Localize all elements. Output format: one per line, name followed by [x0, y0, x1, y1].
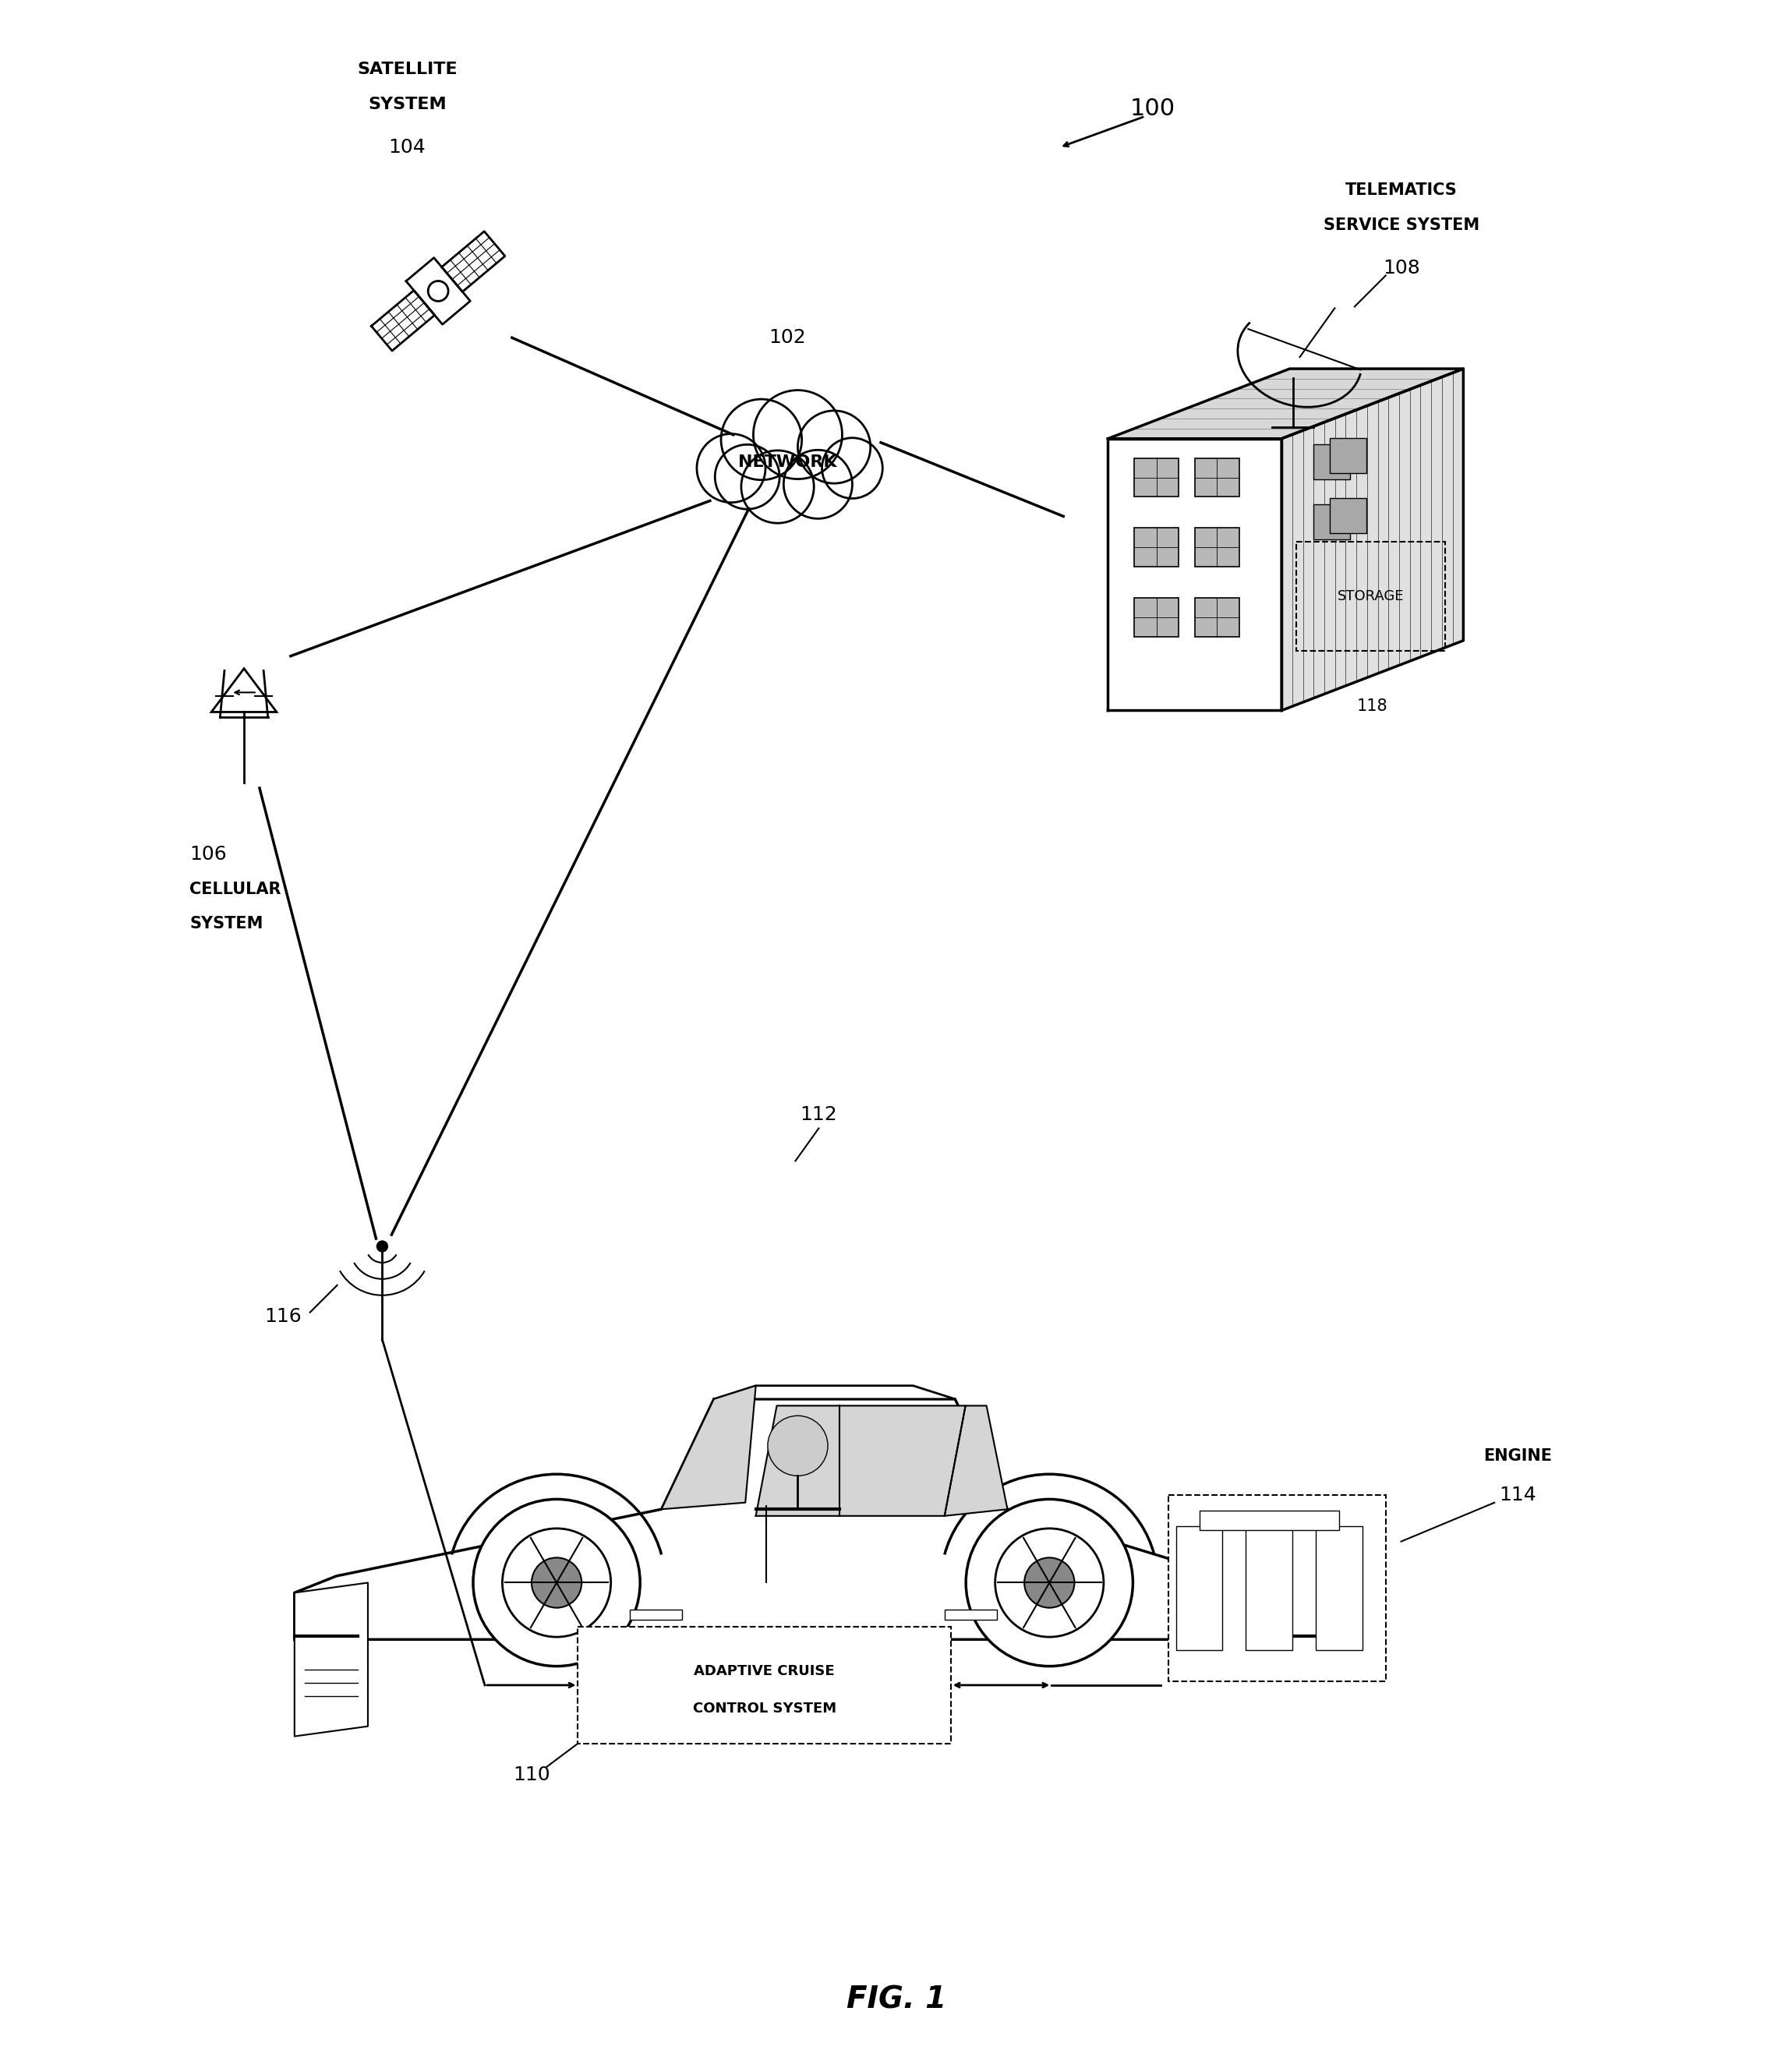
Bar	[1176, 1525, 1222, 1650]
Circle shape	[532, 1558, 582, 1607]
Bar	[1134, 457, 1179, 496]
Text: ENGINE: ENGINE	[1484, 1447, 1552, 1464]
Polygon shape	[371, 291, 435, 351]
Bar	[944, 1609, 996, 1620]
Text: CONTROL SYSTEM: CONTROL SYSTEM	[692, 1702, 837, 1716]
Text: SYSTEM: SYSTEM	[190, 916, 263, 933]
Text: 106: 106	[190, 845, 228, 863]
Text: SATELLITE: SATELLITE	[357, 61, 457, 78]
Circle shape	[966, 1499, 1133, 1667]
Circle shape	[797, 410, 871, 484]
Bar	[711, 461, 864, 492]
Polygon shape	[1107, 439, 1281, 711]
Bar	[1330, 439, 1366, 474]
Text: 110: 110	[513, 1765, 550, 1784]
Circle shape	[995, 1529, 1104, 1638]
Circle shape	[428, 281, 448, 301]
Bar	[1134, 599, 1179, 638]
Bar	[1195, 529, 1240, 566]
Bar	[1245, 1525, 1292, 1650]
Text: 114: 114	[1500, 1486, 1536, 1505]
Text: 116: 116	[263, 1308, 301, 1326]
Text: SERVICE SYSTEM: SERVICE SYSTEM	[1322, 217, 1478, 234]
Text: CELLULAR: CELLULAR	[190, 882, 281, 898]
Bar	[631, 1609, 683, 1620]
Bar	[1195, 457, 1240, 496]
Circle shape	[753, 390, 842, 480]
Text: FIG. 1: FIG. 1	[846, 1984, 946, 2015]
Circle shape	[823, 439, 883, 498]
Polygon shape	[294, 1398, 1322, 1640]
Polygon shape	[1281, 369, 1464, 711]
Circle shape	[502, 1529, 611, 1638]
Bar	[1315, 1525, 1362, 1650]
Circle shape	[376, 1240, 387, 1253]
Circle shape	[767, 1417, 828, 1476]
Bar	[1314, 504, 1349, 539]
Bar	[1296, 541, 1444, 650]
Circle shape	[473, 1499, 640, 1667]
Text: TELEMATICS: TELEMATICS	[1346, 182, 1457, 199]
Text: 104: 104	[389, 137, 426, 156]
Text: 108: 108	[1383, 258, 1419, 277]
Polygon shape	[294, 1583, 367, 1736]
Polygon shape	[441, 232, 505, 291]
Polygon shape	[661, 1386, 756, 1509]
Text: NETWORK: NETWORK	[738, 455, 837, 469]
Polygon shape	[407, 258, 470, 324]
Text: 100: 100	[1131, 96, 1176, 119]
Bar	[1195, 599, 1240, 638]
Circle shape	[697, 435, 765, 502]
Circle shape	[720, 400, 801, 480]
Text: ADAPTIVE CRUISE: ADAPTIVE CRUISE	[694, 1665, 835, 1679]
Circle shape	[742, 451, 814, 523]
Polygon shape	[756, 1406, 966, 1515]
Circle shape	[715, 445, 780, 508]
Polygon shape	[944, 1406, 1007, 1515]
Polygon shape	[1107, 369, 1464, 439]
Circle shape	[1025, 1558, 1075, 1607]
Bar	[579, 1628, 952, 1742]
Polygon shape	[713, 1386, 955, 1398]
Bar	[1330, 498, 1366, 533]
Bar	[1314, 445, 1349, 480]
Bar	[1168, 1494, 1385, 1681]
Text: 118: 118	[1357, 699, 1389, 713]
Bar	[1199, 1511, 1339, 1529]
Bar	[1134, 529, 1179, 566]
Text: 112: 112	[799, 1105, 837, 1123]
Circle shape	[783, 449, 853, 519]
Text: STORAGE: STORAGE	[1337, 588, 1403, 603]
Text: SYSTEM: SYSTEM	[367, 96, 446, 113]
Text: 102: 102	[769, 328, 806, 346]
